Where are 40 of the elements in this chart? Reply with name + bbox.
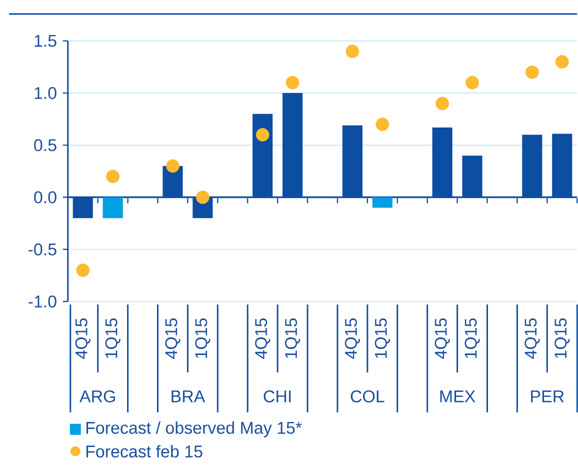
x-tick-label: 4Q15 bbox=[344, 318, 360, 359]
point bbox=[256, 128, 270, 142]
y-tick-label: 1.5 bbox=[34, 34, 56, 47]
x-tick-label: 1Q15 bbox=[105, 318, 120, 358]
point bbox=[166, 159, 180, 173]
text: ARG bbox=[79, 390, 115, 402]
bar bbox=[372, 197, 392, 208]
y-tick-label: 0.5 bbox=[34, 139, 56, 152]
x-tick-label: 1Q15 bbox=[374, 318, 390, 358]
x-tick-label: 1Q15 bbox=[285, 318, 300, 358]
x-tick-label: 1Q15 bbox=[554, 318, 570, 358]
x-tick-label: 4Q15 bbox=[75, 318, 90, 359]
text: PER bbox=[531, 390, 564, 402]
point bbox=[286, 76, 300, 90]
legend-label: Forecast feb 15 bbox=[86, 444, 202, 458]
point bbox=[436, 96, 449, 110]
y-tick-label: -1.0 bbox=[28, 295, 56, 308]
point bbox=[196, 190, 210, 204]
point bbox=[555, 54, 569, 68]
text: COL bbox=[350, 390, 384, 402]
text: CHI bbox=[264, 390, 291, 402]
bar bbox=[102, 197, 123, 218]
x-tick-label: 4Q15 bbox=[434, 318, 450, 359]
x-tick-label: 1Q15 bbox=[195, 318, 210, 358]
point bbox=[76, 263, 90, 277]
point bbox=[466, 76, 479, 90]
legend-label: Forecast / observed May 15* bbox=[86, 421, 302, 438]
y-tick-label: 0.0 bbox=[34, 191, 56, 204]
x-tick-label: 4Q15 bbox=[524, 318, 540, 359]
x-tick-label: 1Q15 bbox=[464, 318, 480, 358]
point bbox=[346, 44, 360, 58]
text: MEX bbox=[440, 390, 476, 402]
x-tick-label: 4Q15 bbox=[165, 318, 180, 359]
point bbox=[106, 170, 120, 184]
x-tick-label: 4Q15 bbox=[255, 318, 270, 359]
text: BRA bbox=[172, 390, 206, 402]
y-tick-label: 1.0 bbox=[34, 86, 56, 99]
y-tick-label: -0.5 bbox=[28, 243, 56, 256]
point bbox=[525, 65, 539, 79]
point bbox=[376, 118, 390, 131]
